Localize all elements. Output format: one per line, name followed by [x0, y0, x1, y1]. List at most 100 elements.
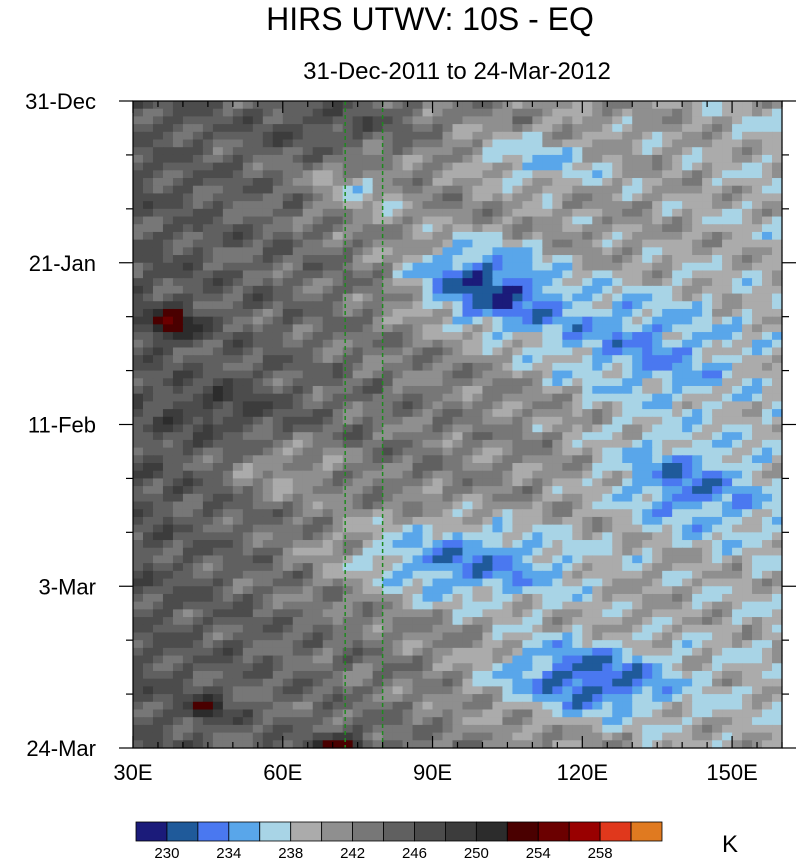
field-cell	[302, 154, 314, 164]
field-cell	[462, 285, 474, 295]
field-cell	[202, 247, 214, 256]
field-cell	[612, 439, 623, 449]
field-cell	[432, 663, 444, 672]
field-cell	[302, 355, 314, 364]
field-cell	[372, 231, 384, 241]
field-cell	[432, 231, 444, 241]
field-cell	[342, 385, 354, 395]
field-cell	[372, 555, 384, 564]
field-cell	[692, 362, 703, 372]
field-cell	[532, 278, 543, 287]
field-cell	[642, 362, 653, 372]
field-cell	[532, 570, 543, 580]
field-cell	[772, 347, 783, 356]
field-cell	[412, 570, 424, 580]
field-cell	[562, 278, 573, 287]
field-cell	[732, 139, 743, 148]
field-cell	[752, 239, 763, 248]
field-cell	[442, 370, 454, 379]
field-cell	[622, 154, 633, 164]
field-cell	[232, 486, 244, 495]
field-cell	[452, 278, 464, 287]
field-cell	[192, 439, 204, 449]
field-cell	[352, 409, 364, 418]
field-cell	[592, 270, 603, 279]
field-cell	[552, 563, 563, 572]
field-cell	[592, 640, 603, 649]
field-cell	[232, 439, 244, 449]
field-cell	[552, 509, 563, 518]
field-cell	[492, 147, 504, 156]
field-cell	[482, 108, 494, 117]
field-cell	[322, 301, 334, 310]
field-cell	[512, 439, 523, 449]
field-cell	[232, 463, 244, 472]
field-cell	[612, 185, 623, 195]
field-cell	[672, 285, 683, 295]
field-cell	[552, 316, 563, 325]
field-cell	[682, 185, 693, 195]
field-cell	[192, 401, 204, 410]
field-cell	[652, 432, 663, 441]
field-cell	[772, 401, 783, 410]
field-cell	[662, 601, 673, 610]
field-cell	[462, 470, 474, 480]
field-cell	[472, 478, 484, 487]
field-cell	[692, 432, 703, 441]
field-cell	[372, 609, 384, 618]
field-cell	[512, 401, 523, 410]
field-cell	[372, 547, 384, 557]
field-cell	[532, 509, 543, 518]
field-cell	[562, 178, 573, 187]
field-cell	[392, 231, 404, 241]
field-cell	[133, 178, 144, 187]
field-cell	[512, 324, 523, 333]
field-cell	[342, 678, 354, 687]
field-cell	[312, 154, 324, 164]
field-cell	[162, 385, 174, 395]
field-cell	[402, 216, 414, 225]
field-cell	[442, 501, 454, 510]
field-cell	[632, 678, 643, 687]
field-cell	[482, 362, 494, 372]
field-cell	[382, 147, 394, 156]
field-cell	[372, 624, 384, 634]
field-cell	[142, 509, 154, 518]
field-cell	[142, 470, 154, 480]
field-cell	[312, 193, 324, 202]
field-cell	[762, 586, 773, 595]
field-cell	[432, 416, 444, 426]
field-cell	[432, 162, 444, 171]
field-cell	[202, 463, 214, 472]
field-cell	[622, 139, 633, 148]
field-cell	[133, 362, 144, 372]
field-cell	[162, 239, 174, 248]
field-cell	[572, 224, 583, 233]
field-cell	[552, 255, 563, 264]
field-cell	[632, 516, 643, 526]
field-cell	[552, 540, 563, 549]
field-cell	[502, 247, 514, 256]
field-cell	[742, 362, 753, 372]
field-cell	[362, 478, 374, 487]
field-cell	[172, 154, 184, 164]
field-cell	[342, 632, 354, 641]
field-cell	[392, 162, 404, 171]
field-cell	[332, 231, 344, 241]
field-cell	[552, 370, 563, 379]
field-cell	[612, 332, 623, 341]
field-cell	[222, 278, 234, 287]
field-cell	[133, 416, 144, 426]
field-cell	[492, 239, 504, 248]
field-cell	[392, 224, 404, 233]
field-cell	[752, 532, 763, 541]
field-cell	[472, 432, 484, 441]
field-cell	[272, 170, 284, 179]
field-cell	[412, 578, 424, 587]
field-cell	[432, 617, 444, 626]
field-cell	[352, 208, 364, 218]
field-cell	[612, 455, 623, 464]
field-cell	[712, 524, 723, 533]
field-cell	[662, 640, 673, 649]
field-cell	[542, 540, 553, 549]
